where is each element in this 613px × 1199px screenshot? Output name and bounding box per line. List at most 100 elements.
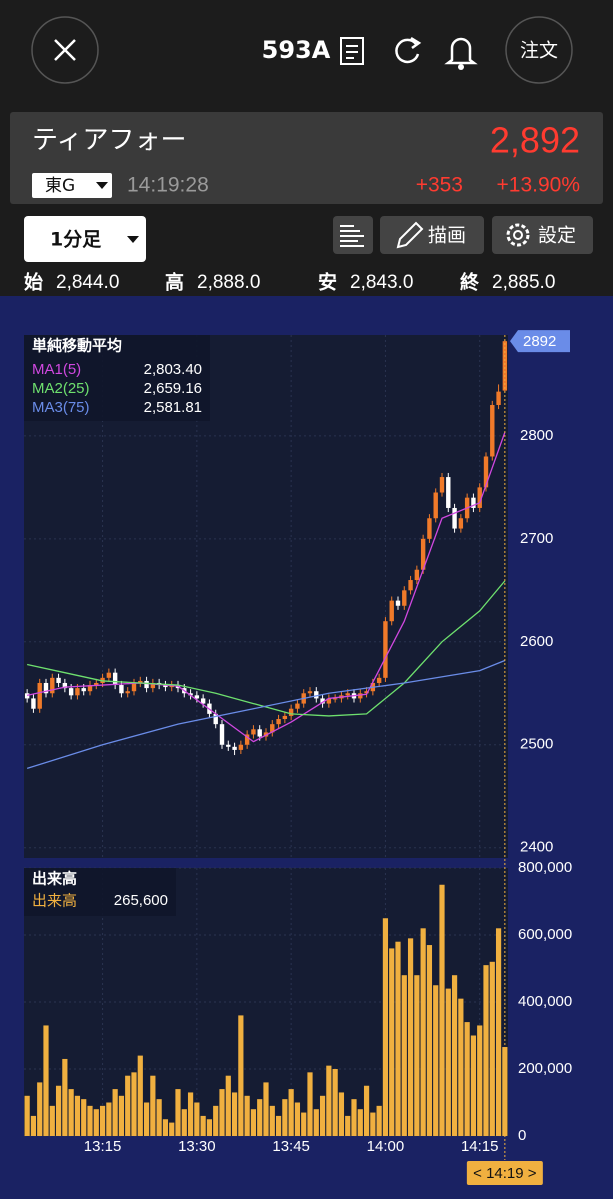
volume-bar (319, 1095, 326, 1136)
volume-bar (87, 1105, 93, 1136)
candle-body (219, 724, 225, 745)
legend-name: MA2(25) (32, 380, 90, 397)
candle-body (314, 691, 319, 699)
ma-line (27, 580, 506, 717)
candle-body (471, 497, 476, 508)
candle-body (395, 600, 401, 606)
market[interactable]: 東G (45, 176, 75, 196)
x-tick-label: 13:30 (178, 1138, 216, 1155)
price: 2,892 (490, 120, 580, 161)
volume-tick-label: 400,000 (518, 993, 572, 1010)
volume-bar (106, 1102, 112, 1136)
change-pct: +13.90% (497, 174, 581, 197)
candle-body (414, 569, 420, 581)
candle-body (87, 685, 93, 692)
ma-line (27, 432, 506, 743)
candle-body (402, 590, 407, 606)
candle-body (188, 693, 193, 696)
market-badge[interactable] (32, 173, 112, 198)
candle-body (345, 693, 350, 696)
volume-bar (62, 1058, 68, 1136)
volume-bar (376, 1105, 382, 1136)
draw-label[interactable]: 描画 (428, 225, 466, 247)
volume-bar (483, 965, 489, 1136)
x-tick-label: 14:15 (461, 1138, 499, 1155)
candle-body (144, 680, 149, 689)
volume-bar (131, 1072, 137, 1136)
candle-body (213, 713, 218, 725)
volume-tick-label: 0 (518, 1127, 526, 1144)
volume-bar (370, 1112, 376, 1136)
volume-bar (282, 1099, 288, 1136)
volume-bar (395, 941, 401, 1136)
time: 14:19:28 (127, 174, 209, 197)
ohlc-label: 安 (318, 271, 337, 294)
info-icon[interactable] (340, 37, 364, 65)
volume-bar (389, 948, 395, 1136)
volume-bar (137, 1055, 143, 1136)
candle-body (483, 456, 489, 488)
refresh-icon[interactable] (395, 36, 422, 64)
interval-button[interactable] (24, 216, 146, 262)
candle-body (194, 695, 200, 699)
ohlc-value: 2,843.0 (350, 272, 413, 293)
volume-bar (269, 1105, 275, 1136)
y-tick-label: 2500 (520, 736, 553, 753)
candle-body (502, 341, 508, 391)
candle-body (150, 682, 156, 689)
volume-bar (338, 1092, 345, 1136)
volume-bar (420, 928, 426, 1136)
volume-bar (162, 1119, 169, 1136)
order-label[interactable]: 注文 (520, 40, 558, 62)
volume-bar (363, 1085, 370, 1136)
legend-value: 2,803.40 (144, 361, 202, 378)
interval[interactable]: 1分足 (50, 229, 102, 251)
candle-body (112, 672, 118, 686)
legend-value: 2,581.81 (144, 399, 202, 416)
volume-bar (407, 938, 414, 1136)
candle-body (276, 719, 281, 725)
volume-bar (118, 1095, 125, 1136)
order-button[interactable]: 注文 (505, 16, 573, 84)
candle-body (364, 691, 369, 694)
candle-body (458, 518, 464, 529)
ohlc-value: 2,885.0 (492, 272, 555, 293)
candle-body (200, 698, 206, 704)
ma-line (26, 659, 506, 770)
candle-body (43, 682, 49, 694)
volume-bar (49, 1105, 55, 1136)
volume-bar (294, 1102, 301, 1136)
close-button[interactable] (31, 16, 99, 84)
candle-body (56, 677, 61, 683)
y-tick-label: 2600 (520, 633, 553, 650)
volume-bar (414, 975, 420, 1136)
volume-bar (99, 1105, 106, 1136)
volume-bar (55, 1085, 62, 1136)
volume-bar (439, 884, 445, 1136)
volume-bar (43, 1025, 49, 1136)
volume-bar (313, 1109, 319, 1136)
price-tag-label: 2892 (523, 333, 556, 350)
volume-bar (112, 1089, 118, 1136)
candle-body (94, 682, 99, 686)
alert-icon[interactable] (444, 37, 478, 70)
volume-bar (244, 1095, 250, 1136)
legend-title: 単純移動平均 (32, 337, 122, 355)
candle-body (251, 729, 256, 735)
candle-body (433, 492, 438, 519)
cursor-label-box (466, 1161, 543, 1185)
volume-bar (206, 1119, 213, 1136)
volume-bar (74, 1095, 81, 1136)
candle-body (446, 477, 451, 508)
candle-body (389, 600, 394, 622)
ticker: 593A (262, 36, 331, 64)
volume-bar (351, 1099, 357, 1136)
volume-bar (458, 998, 464, 1136)
settings-label[interactable]: 設定 (538, 225, 576, 247)
volume-bar (24, 1095, 30, 1136)
x-tick-label: 14:00 (367, 1138, 405, 1155)
volume-bar (194, 1102, 200, 1136)
volume-bar (68, 1089, 74, 1136)
candle-body (37, 682, 42, 709)
volume-bar (213, 1105, 219, 1136)
